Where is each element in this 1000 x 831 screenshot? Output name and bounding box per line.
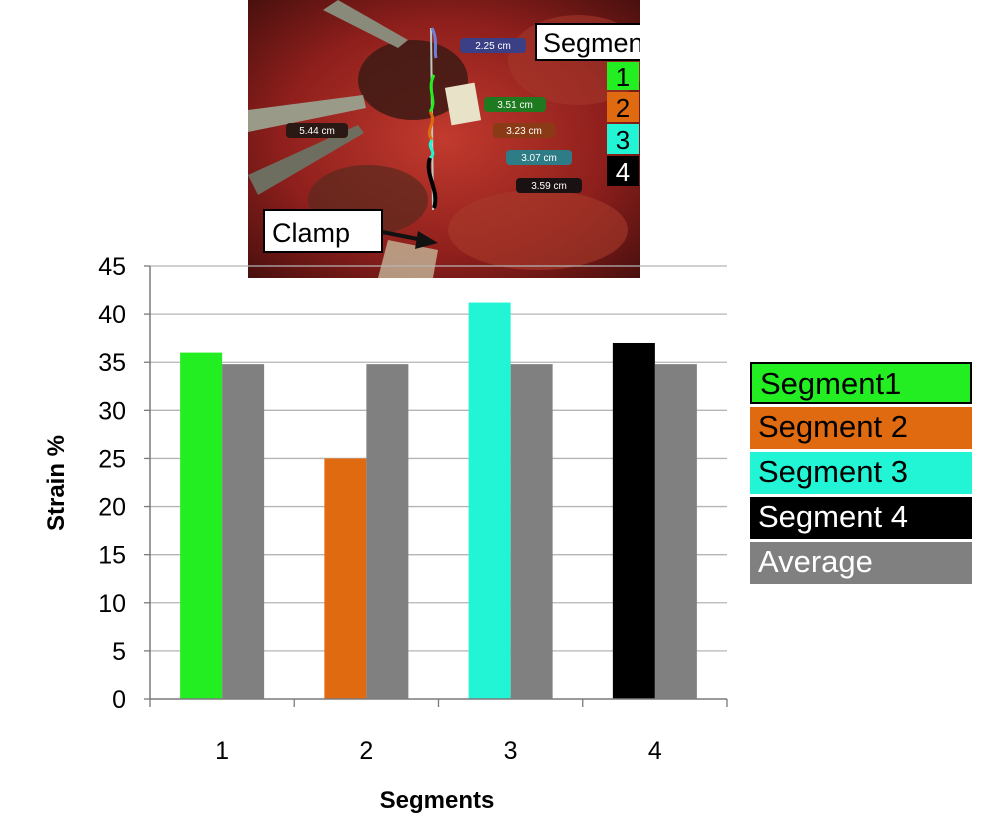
segments-key-title: Segments [543, 28, 640, 58]
y-tick-label: 45 [98, 253, 126, 281]
legend-item-segment-3: Segment 3 [750, 452, 972, 494]
forceps-instrument [248, 95, 366, 132]
bar-segment-1 [180, 352, 223, 699]
measure-badge [484, 97, 546, 112]
track-segment-2 [427, 111, 435, 141]
measure-badge [516, 178, 582, 193]
x-tick-label: 2 [359, 737, 373, 765]
bar-segment-3 [468, 302, 511, 699]
x-tick-label: 1 [215, 737, 229, 765]
segments-key-number: 1 [616, 62, 630, 92]
cavity [358, 40, 468, 120]
y-tick-label: 20 [98, 494, 126, 522]
clamp-arrow-shaft [381, 230, 424, 242]
photo-graphic: 2.25 cm 5.44 cm 3.51 cm 3.23 cm 3.07 cm … [248, 0, 640, 278]
segments-key-swatch-3 [607, 124, 639, 154]
y-axis-title: Strain % [43, 435, 70, 531]
y-tick-label: 0 [112, 686, 126, 714]
measure-label: 5.44 cm [299, 126, 335, 137]
y-tick-labels: 0 5 10 15 20 25 30 35 40 45 [98, 253, 150, 714]
segments-key-number: 4 [616, 157, 630, 187]
y-tick-label: 25 [98, 445, 126, 473]
y-tick-label: 15 [98, 542, 126, 570]
measure-badge [493, 123, 555, 138]
track-segment-3 [428, 139, 435, 160]
segments-key-number: 2 [616, 93, 630, 123]
segments-key-swatch-2 [607, 92, 639, 122]
y-tick-label: 30 [98, 397, 126, 425]
legend-item-segment-2: Segment 2 [750, 407, 972, 449]
measure-badge [286, 123, 348, 138]
legend-item-segment-1: Segment1 [750, 362, 972, 404]
measure-label: 3.07 cm [521, 153, 557, 164]
bar-average-1 [222, 364, 265, 699]
segments-key-swatch-1 [607, 62, 639, 90]
segments-key-number: 3 [616, 125, 630, 155]
segments-key-swatch-4 [607, 156, 639, 186]
y-tick-label: 10 [98, 590, 126, 618]
clamp-instrument [378, 240, 438, 278]
clamp-label-box [263, 209, 383, 253]
measure-label: 3.51 cm [497, 100, 533, 111]
marker-tape [444, 82, 482, 126]
y-tick-label: 35 [98, 349, 126, 377]
bar-average-3 [510, 364, 553, 699]
track-segment-1 [428, 74, 436, 113]
measure-label: 3.59 cm [531, 181, 567, 192]
measure-badge [460, 38, 526, 53]
x-tick-label: 3 [504, 737, 518, 765]
track-segment-4 [426, 157, 438, 209]
tissue-patch [448, 190, 628, 270]
measure-label: 3.23 cm [506, 126, 542, 137]
bar-segment-4 [612, 342, 655, 699]
measure-label: 2.25 cm [475, 41, 511, 52]
legend-item-average: Average [750, 542, 972, 584]
x-tick-labels: 1 2 3 4 [215, 737, 662, 765]
clamp-arrow-head [415, 231, 438, 249]
surgical-photo: 2.25 cm 5.44 cm 3.51 cm 3.23 cm 3.07 cm … [248, 0, 640, 278]
x-tick-label: 4 [648, 737, 662, 765]
retractor-instrument [323, 0, 408, 48]
segments-key-title-box [535, 23, 640, 61]
y-tick-label: 5 [112, 638, 126, 666]
forceps-instrument [248, 125, 364, 195]
axes [149, 266, 728, 707]
bar-segment-2 [324, 458, 367, 699]
track-top [430, 27, 438, 59]
bars [180, 302, 697, 699]
clamp-label: Clamp [272, 218, 350, 248]
y-tick-label: 40 [98, 301, 126, 329]
legend-item-segment-4: Segment 4 [750, 497, 972, 539]
chart-legend: Segment1 Segment 2 Segment 3 Segment 4 A… [750, 362, 972, 587]
bar-average-4 [654, 364, 697, 699]
x-axis-title: Segments [380, 787, 495, 814]
measure-badge [506, 150, 572, 165]
bar-average-2 [366, 364, 409, 699]
